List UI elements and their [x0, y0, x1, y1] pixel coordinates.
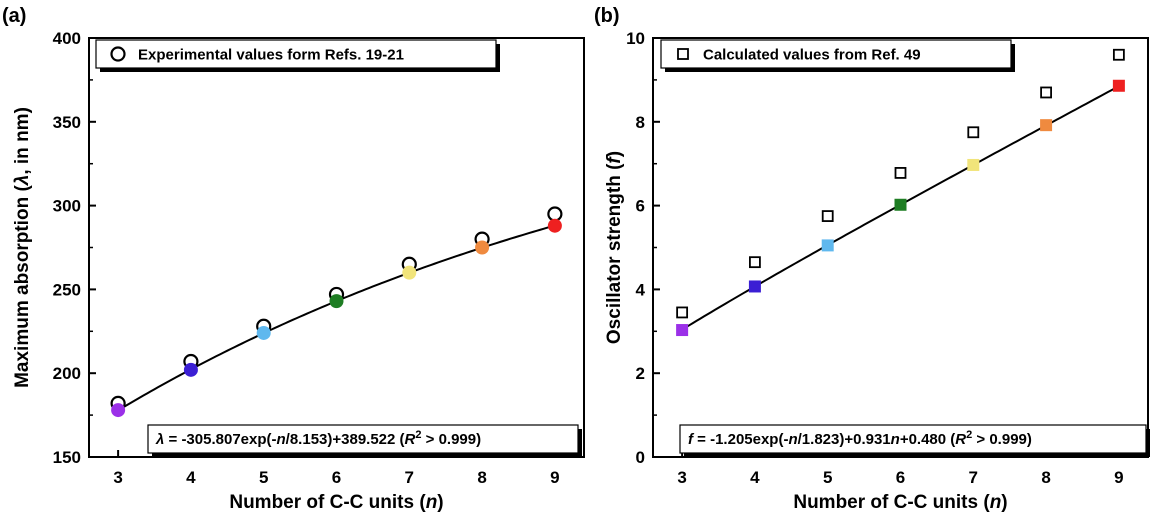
y-tick-label: 250 — [53, 280, 81, 299]
y-tick-label: 300 — [53, 197, 81, 216]
data-point-fitted — [402, 265, 417, 280]
data-point-experimental — [547, 206, 563, 222]
y-axis-label: Oscillator strength (f) — [604, 151, 625, 344]
x-tick-label: 6 — [332, 468, 341, 487]
equation-box — [147, 424, 579, 454]
data-point-fitted — [547, 218, 562, 233]
plot-frame — [88, 37, 585, 458]
data-point-fitted — [748, 280, 761, 293]
legend-box — [660, 39, 1012, 69]
plot-frame — [652, 37, 1149, 458]
equation-text: λ = -305.807exp(-n/8.153)+389.522 (R2 > … — [155, 429, 481, 448]
x-tick-label: 4 — [750, 468, 760, 487]
data-point-fitted — [183, 362, 198, 377]
x-axis-label: Number of C-C units (n) — [229, 492, 443, 513]
y-tick-label: 4 — [636, 280, 646, 299]
x-tick-label: 7 — [969, 468, 978, 487]
data-point-fitted — [821, 239, 834, 252]
x-tick-label: 6 — [896, 468, 905, 487]
x-tick-label: 8 — [1041, 468, 1050, 487]
legend-box — [95, 39, 497, 69]
x-tick-label: 8 — [477, 468, 486, 487]
legend: Experimental values form Refs. 19-21 — [95, 39, 500, 72]
fit-equation: f = -1.205exp(-n/1.823)+0.931n+0.480 (R2… — [679, 424, 1150, 457]
data-point-calculated — [1040, 86, 1052, 99]
data-point-calculated — [749, 256, 761, 269]
legend-label: Calculated values from Ref. 49 — [703, 47, 921, 64]
chart-panel-b: (b) 3 4 5 6 7 8 9 0 2 4 6 8 10 Number of C-C units (n)… — [594, 5, 1150, 513]
data-point-calculated — [821, 210, 834, 222]
fit-equation: λ = -305.807exp(-n/8.153)+389.522 (R2 > … — [147, 424, 582, 457]
data-point-calculated — [1112, 48, 1125, 61]
x-axis-label: Number of C-C units (n) — [793, 492, 1007, 513]
y-tick-label: 350 — [53, 113, 81, 132]
x-tick-label: 7 — [405, 468, 414, 487]
data-point-calculated — [676, 306, 689, 319]
data-point-fitted — [967, 158, 980, 171]
data-point-calculated — [894, 167, 907, 179]
data-point-fitted — [329, 294, 344, 309]
x-tick-label: 4 — [186, 468, 196, 487]
y-tick-label: 8 — [636, 113, 645, 132]
x-tick-label: 3 — [113, 468, 122, 487]
y-tick-label: 150 — [53, 448, 81, 467]
y-tick-label: 2 — [636, 364, 645, 383]
data-point-fitted — [1112, 79, 1125, 92]
panel-label: (a) — [2, 5, 26, 27]
legend: Calculated values from Ref. 49 — [660, 39, 1015, 72]
chart-panel-a: (a) 3 4 5 6 7 8 9 150 200 250 300 350 400 Number of C-… — [2, 5, 585, 513]
data-point-fitted — [475, 240, 490, 255]
y-axis-label: Maximum absorption (λ, in nm) — [12, 107, 33, 388]
equation-box — [679, 424, 1147, 454]
x-tick-label: 3 — [677, 468, 686, 487]
data-point-fitted — [256, 325, 271, 340]
data-point-calculated — [967, 126, 980, 139]
fit-curve — [117, 224, 556, 412]
legend-marker — [677, 48, 689, 60]
x-tick-label: 5 — [259, 468, 268, 487]
x-tick-label: 5 — [823, 468, 832, 487]
data-point-fitted — [1040, 119, 1053, 132]
y-tick-label: 200 — [53, 364, 81, 383]
x-tick-label: 9 — [1114, 468, 1123, 487]
y-tick-label: 0 — [636, 448, 645, 467]
legend-marker — [110, 46, 126, 62]
legend-label: Experimental values form Refs. 19-21 — [138, 47, 404, 64]
x-tick-label: 9 — [550, 468, 559, 487]
y-tick-label: 400 — [53, 29, 81, 48]
y-tick-label: 10 — [626, 29, 645, 48]
y-tick-label: 6 — [636, 197, 645, 216]
data-point-fitted — [894, 198, 907, 211]
panel-label: (b) — [594, 5, 620, 27]
data-point-fitted — [676, 324, 689, 337]
data-point-fitted — [111, 403, 126, 418]
equation-text: f = -1.205exp(-n/1.823)+0.931n+0.480 (R2… — [688, 429, 1032, 448]
